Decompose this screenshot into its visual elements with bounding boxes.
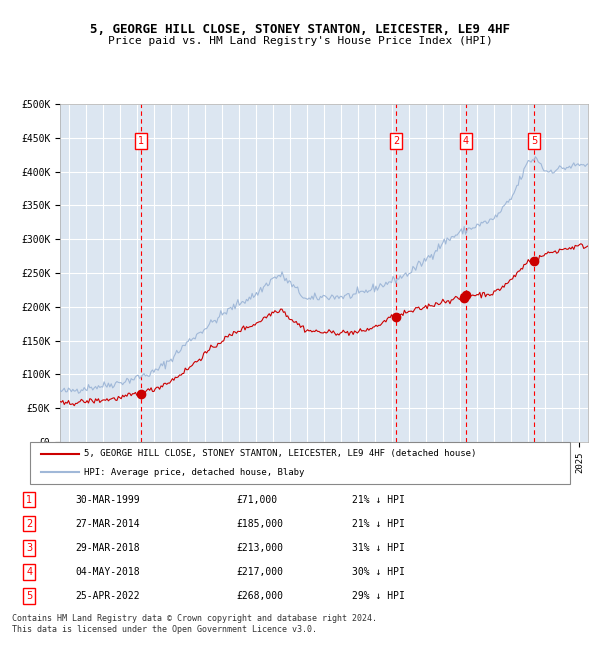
Text: 5: 5 xyxy=(531,136,537,146)
Text: 1: 1 xyxy=(137,136,144,146)
Text: £268,000: £268,000 xyxy=(236,591,284,601)
Text: £213,000: £213,000 xyxy=(236,543,284,552)
Text: 29-MAR-2018: 29-MAR-2018 xyxy=(76,543,140,552)
Text: 2: 2 xyxy=(26,519,32,528)
Text: 4: 4 xyxy=(26,567,32,577)
Text: 21% ↓ HPI: 21% ↓ HPI xyxy=(352,519,405,528)
Text: 5, GEORGE HILL CLOSE, STONEY STANTON, LEICESTER, LE9 4HF (detached house): 5, GEORGE HILL CLOSE, STONEY STANTON, LE… xyxy=(84,449,476,458)
Text: £185,000: £185,000 xyxy=(236,519,284,528)
Text: 30-MAR-1999: 30-MAR-1999 xyxy=(76,495,140,504)
Text: 04-MAY-2018: 04-MAY-2018 xyxy=(76,567,140,577)
Text: 1: 1 xyxy=(26,495,32,504)
Text: Price paid vs. HM Land Registry's House Price Index (HPI): Price paid vs. HM Land Registry's House … xyxy=(107,36,493,46)
Text: 5, GEORGE HILL CLOSE, STONEY STANTON, LEICESTER, LE9 4HF: 5, GEORGE HILL CLOSE, STONEY STANTON, LE… xyxy=(90,23,510,36)
Text: 21% ↓ HPI: 21% ↓ HPI xyxy=(352,495,405,504)
Text: 25-APR-2022: 25-APR-2022 xyxy=(76,591,140,601)
Text: 4: 4 xyxy=(463,136,469,146)
FancyBboxPatch shape xyxy=(30,442,570,484)
Text: £217,000: £217,000 xyxy=(236,567,284,577)
Text: 31% ↓ HPI: 31% ↓ HPI xyxy=(352,543,405,552)
Text: £71,000: £71,000 xyxy=(236,495,278,504)
Text: 30% ↓ HPI: 30% ↓ HPI xyxy=(352,567,405,577)
Text: 2: 2 xyxy=(393,136,399,146)
Text: 29% ↓ HPI: 29% ↓ HPI xyxy=(352,591,405,601)
Text: 27-MAR-2014: 27-MAR-2014 xyxy=(76,519,140,528)
Text: 5: 5 xyxy=(26,591,32,601)
Text: 3: 3 xyxy=(26,543,32,552)
Text: Contains HM Land Registry data © Crown copyright and database right 2024.
This d: Contains HM Land Registry data © Crown c… xyxy=(12,614,377,634)
Text: HPI: Average price, detached house, Blaby: HPI: Average price, detached house, Blab… xyxy=(84,468,304,477)
